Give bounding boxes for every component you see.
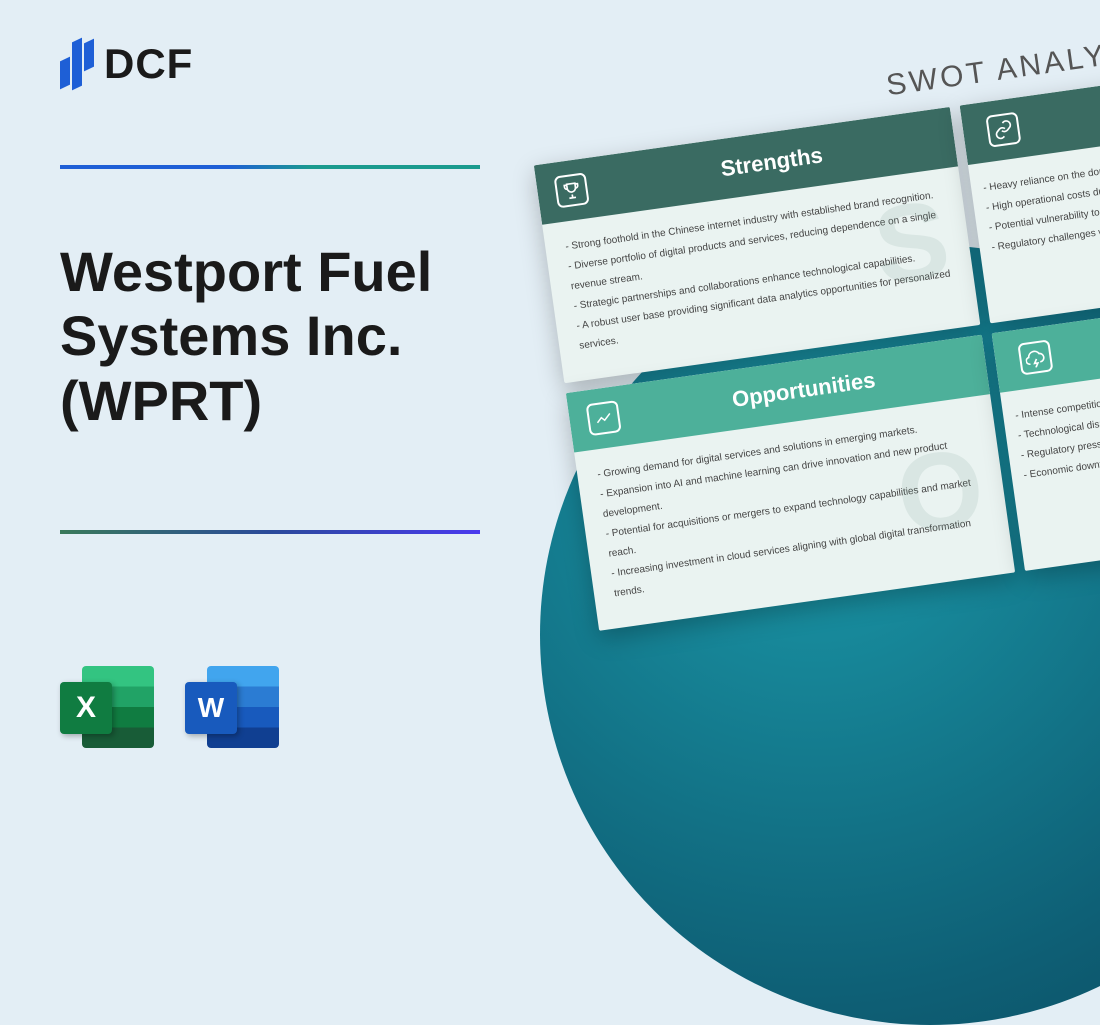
divider-bottom [60,530,480,534]
word-icon: W [185,660,280,755]
logo: DCF [60,40,193,88]
link-icon [985,112,1021,148]
chart-icon [586,400,622,436]
page-title: Westport FuelSystems Inc.(WPRT) [60,240,432,433]
excel-icon: X [60,660,155,755]
trophy-icon [554,172,590,208]
swot-weaknesses-card: - Heavy reliance on the domestic- High o… [960,72,1100,323]
logo-icon [60,40,94,88]
swot-strengths-card: Strengths S - Strong foothold in the Chi… [534,107,981,383]
file-type-icons: X W [60,660,280,755]
divider-top [60,165,480,169]
logo-text: DCF [104,40,193,88]
swot-analysis: SWOT ANALYSIS Strengths S - Strong footh… [527,25,1100,631]
storm-icon [1017,339,1053,375]
